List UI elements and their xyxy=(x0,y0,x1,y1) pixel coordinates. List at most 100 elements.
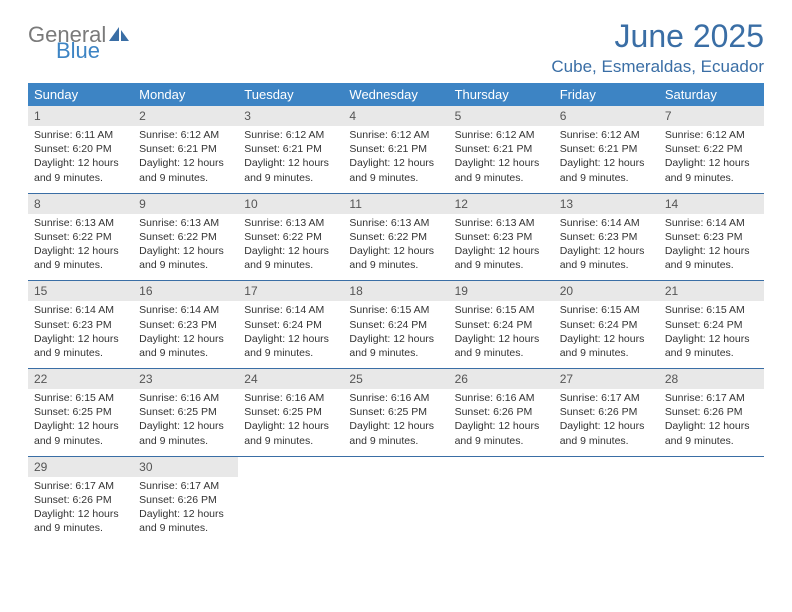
sunset-text: Sunset: 6:23 PM xyxy=(34,318,127,332)
detail-row: Sunrise: 6:17 AMSunset: 6:26 PMDaylight:… xyxy=(28,477,764,544)
day-detail-cell: Sunrise: 6:14 AMSunset: 6:23 PMDaylight:… xyxy=(659,214,764,281)
sunset-text: Sunset: 6:22 PM xyxy=(349,230,442,244)
sunrise-text: Sunrise: 6:12 AM xyxy=(560,128,653,142)
day-number-cell: 6 xyxy=(554,106,659,126)
day-detail-cell: Sunrise: 6:17 AMSunset: 6:26 PMDaylight:… xyxy=(554,389,659,456)
sunrise-text: Sunrise: 6:12 AM xyxy=(349,128,442,142)
day-number-cell: 23 xyxy=(133,369,238,389)
day-number-cell: 4 xyxy=(343,106,448,126)
day-number-cell: 17 xyxy=(238,281,343,301)
daynum-row: 891011121314 xyxy=(28,194,764,214)
day-detail-cell: Sunrise: 6:13 AMSunset: 6:22 PMDaylight:… xyxy=(343,214,448,281)
day-number-cell: 13 xyxy=(554,194,659,214)
detail-row: Sunrise: 6:11 AMSunset: 6:20 PMDaylight:… xyxy=(28,126,764,193)
sunset-text: Sunset: 6:22 PM xyxy=(665,142,758,156)
day-number-cell: 20 xyxy=(554,281,659,301)
daynum-row: 2930 xyxy=(28,457,764,477)
sunset-text: Sunset: 6:22 PM xyxy=(34,230,127,244)
day-number-cell: 27 xyxy=(554,369,659,389)
sunset-text: Sunset: 6:26 PM xyxy=(139,493,232,507)
day-detail-cell: Sunrise: 6:14 AMSunset: 6:23 PMDaylight:… xyxy=(28,301,133,368)
day-number-cell: 15 xyxy=(28,281,133,301)
sunrise-text: Sunrise: 6:16 AM xyxy=(455,391,548,405)
day-detail-cell: Sunrise: 6:16 AMSunset: 6:25 PMDaylight:… xyxy=(343,389,448,456)
sunrise-text: Sunrise: 6:14 AM xyxy=(34,303,127,317)
day-number-cell: 18 xyxy=(343,281,448,301)
day-number-cell: 12 xyxy=(449,194,554,214)
sunrise-text: Sunrise: 6:13 AM xyxy=(349,216,442,230)
detail-row: Sunrise: 6:13 AMSunset: 6:22 PMDaylight:… xyxy=(28,214,764,281)
sunrise-text: Sunrise: 6:16 AM xyxy=(139,391,232,405)
daynum-row: 15161718192021 xyxy=(28,281,764,301)
daylight-text: Daylight: 12 hours and 9 minutes. xyxy=(560,419,653,447)
daylight-text: Daylight: 12 hours and 9 minutes. xyxy=(34,244,127,272)
sunset-text: Sunset: 6:21 PM xyxy=(560,142,653,156)
sunrise-text: Sunrise: 6:15 AM xyxy=(455,303,548,317)
daylight-text: Daylight: 12 hours and 9 minutes. xyxy=(455,156,548,184)
title-block: June 2025 Cube, Esmeraldas, Ecuador xyxy=(551,18,764,77)
logo-word-2: Blue xyxy=(56,40,130,62)
sunrise-text: Sunrise: 6:12 AM xyxy=(139,128,232,142)
dow-cell: Thursday xyxy=(449,83,554,106)
sunset-text: Sunset: 6:22 PM xyxy=(139,230,232,244)
daylight-text: Daylight: 12 hours and 9 minutes. xyxy=(349,244,442,272)
day-detail-cell: Sunrise: 6:15 AMSunset: 6:24 PMDaylight:… xyxy=(659,301,764,368)
day-detail-cell: Sunrise: 6:13 AMSunset: 6:22 PMDaylight:… xyxy=(28,214,133,281)
day-detail-cell: Sunrise: 6:11 AMSunset: 6:20 PMDaylight:… xyxy=(28,126,133,193)
logo: General Blue xyxy=(28,18,130,62)
dow-cell: Monday xyxy=(133,83,238,106)
calendar-table: SundayMondayTuesdayWednesdayThursdayFrid… xyxy=(28,83,764,543)
sunrise-text: Sunrise: 6:13 AM xyxy=(34,216,127,230)
day-detail-cell: Sunrise: 6:17 AMSunset: 6:26 PMDaylight:… xyxy=(133,477,238,544)
sunrise-text: Sunrise: 6:14 AM xyxy=(244,303,337,317)
sunset-text: Sunset: 6:23 PM xyxy=(560,230,653,244)
sunrise-text: Sunrise: 6:12 AM xyxy=(665,128,758,142)
sunrise-text: Sunrise: 6:17 AM xyxy=(665,391,758,405)
day-number-cell: 21 xyxy=(659,281,764,301)
day-detail-cell: Sunrise: 6:13 AMSunset: 6:23 PMDaylight:… xyxy=(449,214,554,281)
day-detail-cell: Sunrise: 6:16 AMSunset: 6:25 PMDaylight:… xyxy=(133,389,238,456)
daylight-text: Daylight: 12 hours and 9 minutes. xyxy=(349,419,442,447)
sunset-text: Sunset: 6:26 PM xyxy=(34,493,127,507)
sunrise-text: Sunrise: 6:15 AM xyxy=(34,391,127,405)
sunset-text: Sunset: 6:26 PM xyxy=(560,405,653,419)
day-detail-cell: Sunrise: 6:15 AMSunset: 6:25 PMDaylight:… xyxy=(28,389,133,456)
daylight-text: Daylight: 12 hours and 9 minutes. xyxy=(34,332,127,360)
sunset-text: Sunset: 6:23 PM xyxy=(139,318,232,332)
sunrise-text: Sunrise: 6:12 AM xyxy=(455,128,548,142)
sunrise-text: Sunrise: 6:14 AM xyxy=(139,303,232,317)
sunset-text: Sunset: 6:22 PM xyxy=(244,230,337,244)
detail-row: Sunrise: 6:14 AMSunset: 6:23 PMDaylight:… xyxy=(28,301,764,368)
sunrise-text: Sunrise: 6:16 AM xyxy=(244,391,337,405)
daylight-text: Daylight: 12 hours and 9 minutes. xyxy=(349,332,442,360)
day-number-cell: 22 xyxy=(28,369,133,389)
daylight-text: Daylight: 12 hours and 9 minutes. xyxy=(244,156,337,184)
daylight-text: Daylight: 12 hours and 9 minutes. xyxy=(139,156,232,184)
daylight-text: Daylight: 12 hours and 9 minutes. xyxy=(665,156,758,184)
page-header: General Blue June 2025 Cube, Esmeraldas,… xyxy=(28,18,764,77)
day-detail-cell: Sunrise: 6:15 AMSunset: 6:24 PMDaylight:… xyxy=(343,301,448,368)
day-number-cell: 26 xyxy=(449,369,554,389)
daylight-text: Daylight: 12 hours and 9 minutes. xyxy=(665,419,758,447)
day-detail-cell: Sunrise: 6:12 AMSunset: 6:21 PMDaylight:… xyxy=(343,126,448,193)
sunrise-text: Sunrise: 6:12 AM xyxy=(244,128,337,142)
daylight-text: Daylight: 12 hours and 9 minutes. xyxy=(139,419,232,447)
sunset-text: Sunset: 6:24 PM xyxy=(665,318,758,332)
day-number-cell: 2 xyxy=(133,106,238,126)
day-number-cell: 7 xyxy=(659,106,764,126)
sunset-text: Sunset: 6:21 PM xyxy=(455,142,548,156)
daylight-text: Daylight: 12 hours and 9 minutes. xyxy=(34,507,127,535)
sunset-text: Sunset: 6:23 PM xyxy=(455,230,548,244)
sunrise-text: Sunrise: 6:13 AM xyxy=(244,216,337,230)
daylight-text: Daylight: 12 hours and 9 minutes. xyxy=(560,244,653,272)
day-detail-cell xyxy=(449,477,554,544)
day-number-cell: 28 xyxy=(659,369,764,389)
daylight-text: Daylight: 12 hours and 9 minutes. xyxy=(349,156,442,184)
location: Cube, Esmeraldas, Ecuador xyxy=(551,57,764,77)
dow-cell: Wednesday xyxy=(343,83,448,106)
day-number-cell: 29 xyxy=(28,457,133,477)
daylight-text: Daylight: 12 hours and 9 minutes. xyxy=(244,332,337,360)
daylight-text: Daylight: 12 hours and 9 minutes. xyxy=(560,156,653,184)
day-number-cell: 24 xyxy=(238,369,343,389)
sunrise-text: Sunrise: 6:15 AM xyxy=(349,303,442,317)
